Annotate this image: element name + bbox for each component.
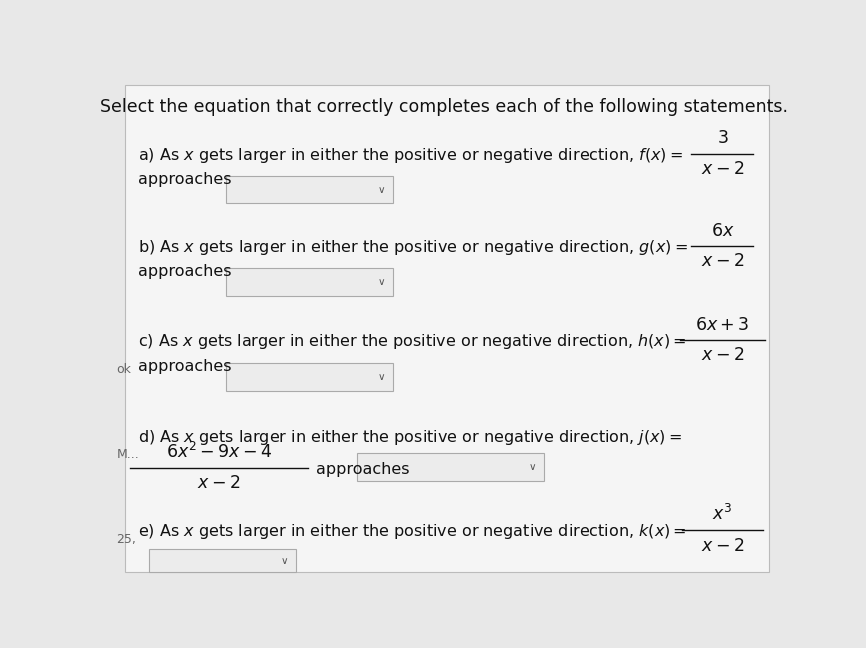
Text: $x-2$: $x-2$: [701, 252, 744, 270]
Text: d) As $x$ gets larger in either the positive or negative direction, $j(x)=$: d) As $x$ gets larger in either the posi…: [139, 428, 682, 446]
FancyBboxPatch shape: [125, 86, 769, 572]
Text: $x-2$: $x-2$: [701, 160, 744, 178]
Text: $x-2$: $x-2$: [197, 474, 241, 492]
Text: $x^{3}$: $x^{3}$: [712, 504, 733, 524]
Text: Select the equation that correctly completes each of the following statements.: Select the equation that correctly compl…: [100, 98, 788, 116]
Text: $6x^{2}-9x-4$: $6x^{2}-9x-4$: [165, 442, 272, 462]
Text: 25,: 25,: [116, 533, 136, 546]
Text: ok: ok: [116, 363, 131, 376]
FancyBboxPatch shape: [226, 268, 393, 295]
Text: approaches: approaches: [139, 358, 232, 374]
Text: ∨: ∨: [378, 185, 385, 195]
Text: b) As $x$ gets larger in either the positive or negative direction, $g(x)=$: b) As $x$ gets larger in either the posi…: [139, 238, 688, 257]
Text: M...: M...: [116, 448, 139, 461]
FancyBboxPatch shape: [149, 550, 296, 572]
Text: approaches: approaches: [316, 462, 410, 477]
Text: $6x$: $6x$: [711, 222, 734, 240]
Text: e) As $x$ gets larger in either the positive or negative direction, $k(x)=$: e) As $x$ gets larger in either the posi…: [139, 522, 687, 541]
Text: approaches: approaches: [139, 172, 232, 187]
Text: a) As $x$ gets larger in either the positive or negative direction, $f(x)=$: a) As $x$ gets larger in either the posi…: [139, 146, 683, 165]
Text: ∨: ∨: [281, 555, 288, 566]
FancyBboxPatch shape: [357, 454, 545, 481]
FancyBboxPatch shape: [226, 363, 393, 391]
Text: approaches: approaches: [139, 264, 232, 279]
FancyBboxPatch shape: [226, 176, 393, 203]
Text: $x-2$: $x-2$: [701, 537, 744, 555]
Text: ∨: ∨: [528, 462, 536, 472]
Text: $6x+3$: $6x+3$: [695, 316, 749, 334]
Text: c) As $x$ gets larger in either the positive or negative direction, $h(x)=$: c) As $x$ gets larger in either the posi…: [139, 332, 687, 351]
Text: ∨: ∨: [378, 372, 385, 382]
Text: ∨: ∨: [378, 277, 385, 287]
Text: $3$: $3$: [716, 130, 728, 147]
Text: $x-2$: $x-2$: [701, 346, 744, 364]
